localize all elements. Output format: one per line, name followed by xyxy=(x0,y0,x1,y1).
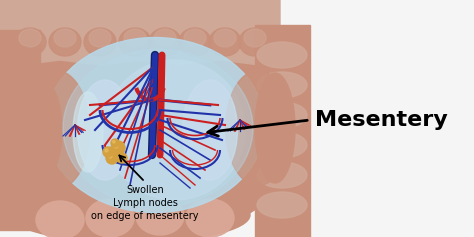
Ellipse shape xyxy=(0,196,37,224)
Ellipse shape xyxy=(89,29,111,47)
Ellipse shape xyxy=(257,102,307,128)
Text: Swollen
Lymph nodes
on edge of mesentery: Swollen Lymph nodes on edge of mesentery xyxy=(91,185,199,221)
Circle shape xyxy=(109,154,112,158)
Polygon shape xyxy=(0,0,280,65)
Ellipse shape xyxy=(36,201,84,237)
Ellipse shape xyxy=(255,73,295,183)
Circle shape xyxy=(119,155,122,158)
Ellipse shape xyxy=(19,29,41,47)
Ellipse shape xyxy=(119,28,151,56)
Ellipse shape xyxy=(0,106,37,134)
Ellipse shape xyxy=(209,28,241,56)
Circle shape xyxy=(117,153,127,163)
Ellipse shape xyxy=(179,28,211,56)
Ellipse shape xyxy=(257,42,307,68)
Ellipse shape xyxy=(149,28,181,56)
Circle shape xyxy=(113,141,115,143)
Circle shape xyxy=(103,147,113,157)
Ellipse shape xyxy=(257,132,307,158)
Ellipse shape xyxy=(186,199,234,237)
Circle shape xyxy=(106,152,118,164)
Ellipse shape xyxy=(239,28,271,56)
Ellipse shape xyxy=(14,28,46,56)
Ellipse shape xyxy=(22,80,62,180)
Ellipse shape xyxy=(54,29,76,47)
Circle shape xyxy=(105,149,108,152)
Ellipse shape xyxy=(184,29,206,47)
Ellipse shape xyxy=(105,60,245,200)
Ellipse shape xyxy=(73,92,103,172)
Ellipse shape xyxy=(10,187,250,237)
Bar xyxy=(0,30,40,230)
Ellipse shape xyxy=(244,29,266,47)
Ellipse shape xyxy=(84,28,116,56)
Ellipse shape xyxy=(257,72,307,98)
Ellipse shape xyxy=(45,37,265,213)
Ellipse shape xyxy=(257,192,307,218)
Ellipse shape xyxy=(0,46,37,74)
Bar xyxy=(255,25,310,237)
Ellipse shape xyxy=(20,70,90,190)
Ellipse shape xyxy=(0,76,37,104)
Ellipse shape xyxy=(154,29,176,47)
Circle shape xyxy=(111,141,125,155)
Ellipse shape xyxy=(124,29,146,47)
Ellipse shape xyxy=(182,80,237,180)
Ellipse shape xyxy=(0,136,37,164)
Ellipse shape xyxy=(0,166,37,194)
Ellipse shape xyxy=(257,162,307,188)
Ellipse shape xyxy=(78,80,133,180)
Ellipse shape xyxy=(86,199,134,237)
Ellipse shape xyxy=(63,49,253,207)
Circle shape xyxy=(111,139,119,147)
Ellipse shape xyxy=(49,28,81,56)
Text: Mesentery: Mesentery xyxy=(315,110,448,130)
Ellipse shape xyxy=(214,29,236,47)
Circle shape xyxy=(114,144,118,148)
Ellipse shape xyxy=(0,0,310,237)
Ellipse shape xyxy=(136,197,184,235)
Ellipse shape xyxy=(226,70,291,186)
